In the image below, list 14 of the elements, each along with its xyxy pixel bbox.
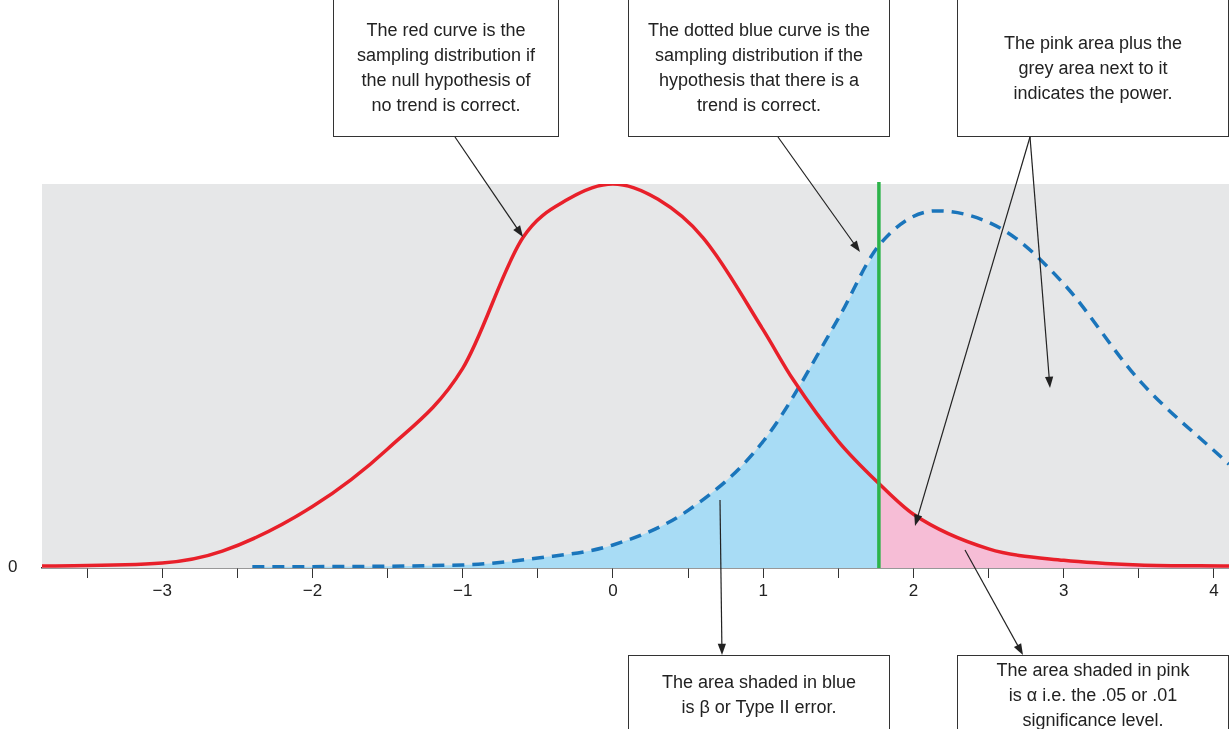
text: The area shaded in pink is α i.e. the .05 or .01 significance level. [957,655,1229,729]
x-tick-label: −2 [302,580,323,600]
x-tick-label: 2 [908,580,919,600]
x-tick-label: −1 [453,580,473,600]
text: The red curve is the sampling distribution if the null hypothesis of no trend is correct. [333,0,559,137]
x-tick-label: 1 [758,580,768,600]
text: The pink area plus the grey area next to it indicates the power. [957,0,1229,137]
x-tick-label: 4 [1209,580,1219,600]
text: 0 [8,557,18,577]
x-tick-label: 0 [608,580,618,600]
text: The dotted blue curve is the sampling distribution if the hypothesis that there is a trend is correct. [628,0,890,137]
x-tick-label: 3 [1058,580,1069,600]
x-tick-label: −3 [152,580,172,600]
text: The area shaded in blue is β or Type II error. [628,655,890,729]
